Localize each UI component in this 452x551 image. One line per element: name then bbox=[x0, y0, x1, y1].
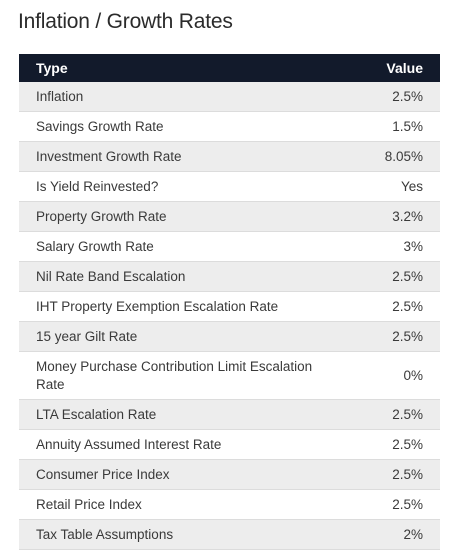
column-header-value: Value bbox=[386, 60, 423, 76]
row-type-label: Consumer Price Index bbox=[36, 466, 170, 482]
row-value: 2.5% bbox=[392, 269, 423, 284]
table-row: Consumer Price Index 2.5% bbox=[19, 460, 440, 490]
table-row: Investment Growth Rate 8.05% bbox=[19, 142, 440, 172]
table-row: 15 year Gilt Rate 2.5% bbox=[19, 322, 440, 352]
row-value: 1.5% bbox=[392, 119, 423, 134]
row-type-label: Money Purchase Contribution Limit Escala… bbox=[36, 358, 313, 392]
table-row: IHT Property Exemption Escalation Rate 2.… bbox=[19, 292, 440, 322]
row-type-label: Inflation bbox=[36, 88, 84, 104]
row-type-label: Nil Rate Band Escalation bbox=[36, 268, 186, 284]
table-row: Property Growth Rate 3.2% bbox=[19, 202, 440, 232]
row-type-label: Annuity Assumed Interest Rate bbox=[36, 436, 222, 452]
row-type-label: Salary Growth Rate bbox=[36, 238, 154, 254]
row-type-label: LTA Escalation Rate bbox=[36, 406, 157, 422]
table-row: Retail Price Index 2.5% bbox=[19, 490, 440, 520]
row-value: 2.5% bbox=[392, 299, 423, 314]
page-title: Inflation / Growth Rates bbox=[18, 10, 233, 33]
row-value: 2.5% bbox=[392, 437, 423, 452]
row-type-label: Tax Table Assumptions bbox=[36, 526, 174, 542]
row-value: Yes bbox=[400, 179, 423, 194]
table-row: Savings Growth Rate 1.5% bbox=[19, 112, 440, 142]
row-type-label: Property Growth Rate bbox=[36, 208, 167, 224]
inflation-growth-rates-table: Type Value Inflation 2.5% Savings Growth R… bbox=[19, 54, 440, 550]
row-type-label: 15 year Gilt Rate bbox=[36, 328, 138, 344]
row-type-label: Is Yield Reinvested? bbox=[36, 178, 159, 194]
row-value: 2.5% bbox=[392, 467, 423, 482]
table-row: Money Purchase Contribution Limit Escala… bbox=[19, 352, 440, 400]
table-body: Inflation 2.5% Savings Growth Rate 1.5% Inve… bbox=[19, 82, 440, 550]
row-value: 2.5% bbox=[392, 329, 423, 344]
row-type-label: Savings Growth Rate bbox=[36, 118, 164, 134]
row-type-label: Investment Growth Rate bbox=[36, 148, 182, 164]
row-value: 2.5% bbox=[392, 407, 423, 422]
table-row: Annuity Assumed Interest Rate 2.5% bbox=[19, 430, 440, 460]
table-row: Tax Table Assumptions 2% bbox=[19, 520, 440, 550]
row-value: 2.5% bbox=[392, 89, 423, 104]
row-value: 3% bbox=[403, 239, 423, 254]
row-value: 2% bbox=[403, 527, 423, 542]
table-row: LTA Escalation Rate 2.5% bbox=[19, 400, 440, 430]
row-type-label: Retail Price Index bbox=[36, 496, 142, 512]
table-row: Is Yield Reinvested? Yes bbox=[19, 172, 440, 202]
row-value: 3.2% bbox=[392, 209, 423, 224]
row-value: 8.05% bbox=[384, 149, 423, 164]
column-header-type: Type bbox=[36, 60, 68, 76]
table-row: Salary Growth Rate 3% bbox=[19, 232, 440, 262]
table-row: Inflation 2.5% bbox=[19, 82, 440, 112]
row-value: 0% bbox=[403, 368, 423, 383]
row-value: 2.5% bbox=[392, 497, 423, 512]
row-type-label: IHT Property Exemption Escalation Rate bbox=[36, 298, 279, 314]
table-header: Type Value bbox=[19, 54, 440, 82]
table-row: Nil Rate Band Escalation 2.5% bbox=[19, 262, 440, 292]
